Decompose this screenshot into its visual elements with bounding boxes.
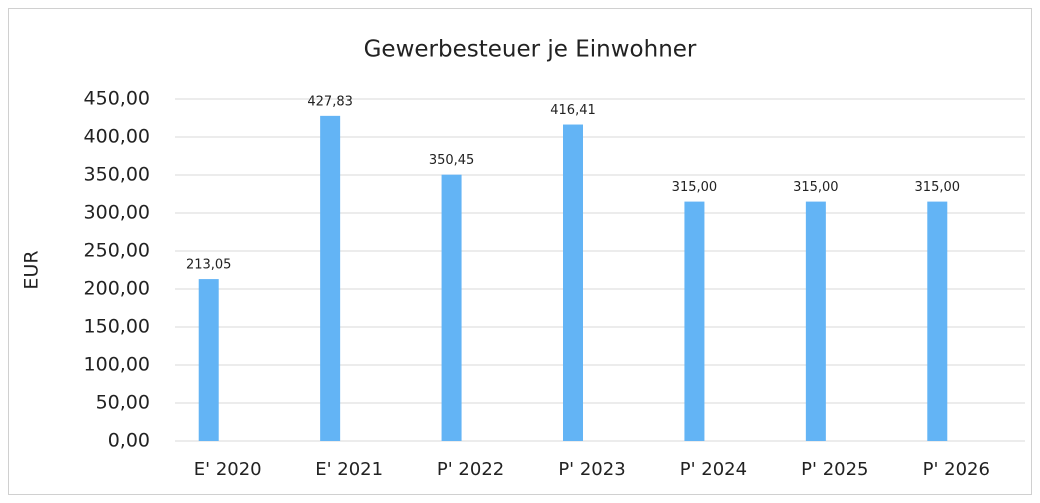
data-label: 213,05 [186, 258, 232, 273]
bar [198, 279, 219, 441]
x-tick-label: P' 2022 [437, 459, 504, 480]
y-tick-label: 450,00 [84, 88, 150, 110]
x-tick-label: E' 2020 [194, 459, 262, 480]
x-tick-label: P' 2024 [680, 459, 747, 480]
y-tick-label: 150,00 [84, 316, 150, 338]
y-tick-label: 350,00 [84, 164, 150, 186]
bar [927, 201, 948, 441]
x-tick-label: P' 2023 [558, 459, 625, 480]
y-tick-label: 100,00 [84, 354, 150, 376]
x-tick-label: P' 2025 [801, 459, 868, 480]
data-label: 315,00 [915, 180, 961, 195]
data-label: 350,45 [429, 153, 475, 168]
chart-title: Gewerbesteuer je Einwohner [364, 37, 697, 63]
bar [684, 201, 705, 441]
data-label: 427,83 [307, 94, 353, 109]
bar [805, 201, 826, 441]
x-tick-label: P' 2026 [923, 459, 990, 480]
data-label: 315,00 [672, 180, 718, 195]
y-tick-label: 0,00 [108, 430, 150, 452]
y-tick-label: 250,00 [84, 240, 150, 262]
y-tick-label: 400,00 [84, 126, 150, 148]
y-tick-label: 50,00 [96, 392, 150, 414]
y-tick-label: 200,00 [84, 278, 150, 300]
x-tick-label: E' 2021 [315, 459, 383, 480]
bar [441, 174, 462, 441]
y-axis-label: EUR [21, 250, 43, 289]
data-label: 416,41 [550, 103, 596, 118]
bar [563, 124, 583, 442]
bar [320, 115, 341, 442]
y-tick-label: 300,00 [84, 202, 150, 224]
data-label: 315,00 [793, 180, 839, 195]
